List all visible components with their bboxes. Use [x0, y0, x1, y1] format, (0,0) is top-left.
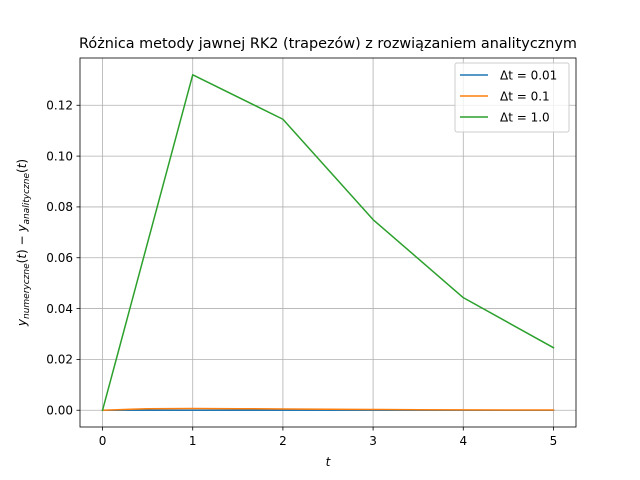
y-axis-label-y1: y — [15, 318, 29, 327]
y-tick-label: 0.10 — [46, 149, 73, 163]
legend: Δt = 0.01 Δt = 0.1 Δt = 1.0 — [454, 62, 570, 133]
x-axis-label: t — [326, 455, 332, 469]
legend-label-1: Δt = 0.01 — [500, 68, 557, 82]
y-axis-label-y2: y — [15, 224, 29, 233]
y-tick-label: 0.12 — [46, 99, 73, 113]
y-axis-label-t1: ( — [15, 259, 29, 264]
y-axis-label-close2: ) — [15, 159, 29, 164]
y-axis-label-sub2: analityczne — [22, 173, 32, 225]
x-tick-label: 2 — [279, 434, 287, 448]
plot-frame — [79, 57, 577, 428]
y-axis-label-tvar2: t — [15, 162, 29, 168]
y-tick-label: 0.02 — [46, 353, 73, 367]
series-layer — [101, 74, 555, 412]
y-axis-label: ynumeryczne(t) − yanalityczne(t) — [15, 159, 32, 327]
x-tick-label: 4 — [459, 434, 467, 448]
x-tick-label: 5 — [550, 434, 558, 448]
y-axis-label-t2: ( — [15, 168, 29, 173]
y-axis-label-tvar1: t — [15, 253, 29, 259]
x-axis-ticks: 0 1 2 3 4 5 — [99, 427, 558, 448]
y-axis-ticks: 0.00 0.02 0.04 0.06 0.08 0.10 0.12 — [46, 99, 80, 418]
series-line-2 — [101, 407, 555, 412]
y-tick-label: 0.06 — [46, 251, 73, 265]
legend-label-2: Δt = 0.1 — [500, 89, 550, 103]
legend-frame — [454, 62, 570, 133]
x-tick-label: 1 — [189, 434, 197, 448]
x-tick-label: 3 — [369, 434, 377, 448]
y-tick-label: 0.08 — [46, 200, 73, 214]
y-tick-label: 0.04 — [46, 302, 73, 316]
legend-label-3: Δt = 1.0 — [500, 110, 550, 124]
y-tick-label: 0.00 — [46, 404, 73, 418]
chart-title: Różnica metody jawnej RK2 (trapezów) z r… — [79, 36, 577, 52]
series-line-3 — [101, 74, 555, 412]
y-axis-label-sub1: numeryczne — [22, 263, 32, 319]
y-axis-label-close1: ) − — [15, 232, 29, 254]
x-tick-label: 0 — [99, 434, 107, 448]
